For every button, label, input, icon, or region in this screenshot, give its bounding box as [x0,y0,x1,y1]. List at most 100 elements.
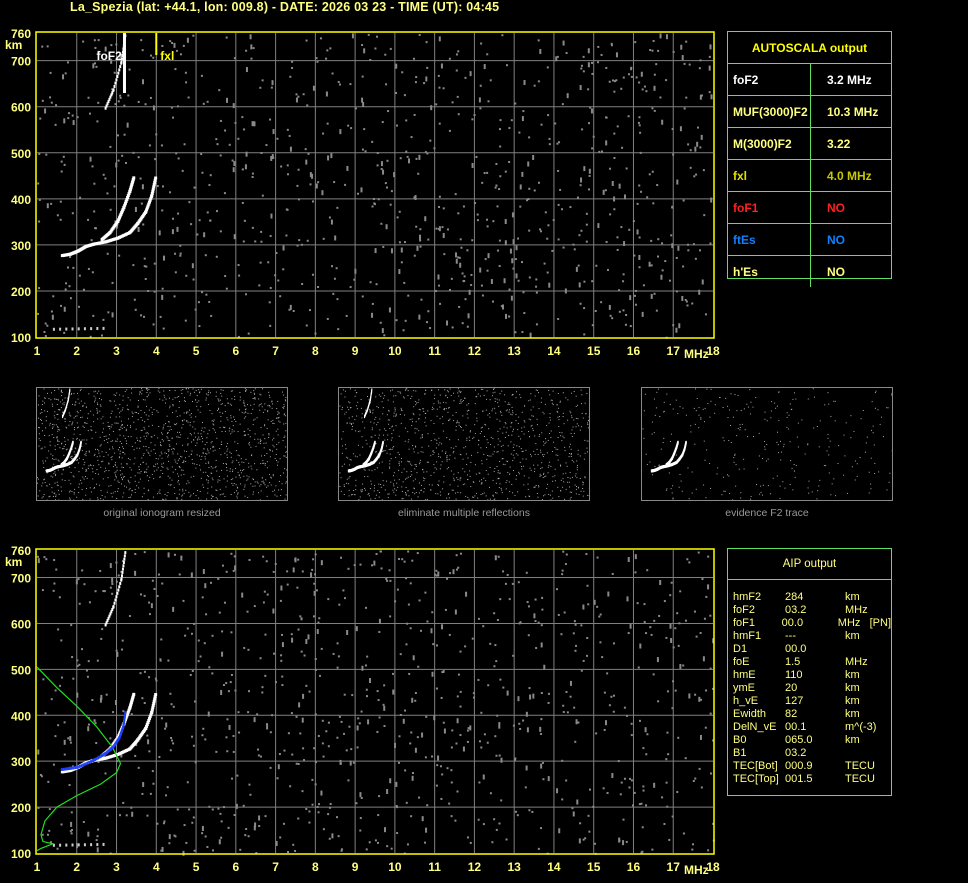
noise-dot [275,485,277,487]
noise-dot [197,489,199,491]
noise-dot [243,434,245,436]
noise-dot [582,55,585,58]
noise-dot [136,485,138,487]
noise-dot [100,637,103,640]
noise-dot [514,495,516,497]
noise-dot [349,407,351,409]
noise-dot [200,458,202,460]
y-tick-label: 600 [11,101,31,115]
noise-dot [63,469,65,471]
noise-dot [161,44,164,47]
noise-dot [458,390,460,392]
param-unit: km [845,669,860,681]
noise-dot [356,746,359,749]
noise-dot [317,181,320,184]
noise-dot [254,240,257,243]
noise-dot [498,188,501,191]
noise-dot [171,739,174,742]
noise-dot [260,230,263,233]
noise-dot [85,455,87,457]
noise-dot [286,208,289,211]
noise-dot [395,456,397,458]
noise-dot [215,459,217,461]
noise-dot [91,165,94,168]
noise-dot [114,700,117,706]
noise-dot [152,105,155,111]
noise-dot [148,676,151,679]
noise-dot [127,408,129,410]
noise-dot [488,428,490,430]
noise-dot [147,466,149,468]
noise-dot [671,128,674,131]
noise-dot [378,795,381,798]
noise-dot [199,491,201,493]
noise-dot [502,450,504,452]
noise-dot [557,613,560,616]
noise-dot [138,466,140,468]
noise-dot [268,434,270,436]
noise-dot [242,402,244,404]
noise-dot [514,758,517,761]
noise-dot [653,292,656,295]
noise-dot [93,421,95,423]
noise-dot [362,421,364,423]
noise-dot [75,448,77,450]
noise-dot [698,767,701,770]
noise-dot [252,47,255,50]
noise-dot [701,578,704,581]
noise-dot [340,849,343,852]
noise-dot [146,449,148,451]
noise-dot [526,199,529,202]
noise-dot [437,274,440,280]
noise-dot [85,468,87,470]
noise-dot [42,400,44,402]
second-hop-point [123,557,126,561]
noise-dot [566,711,569,714]
noise-dot [355,626,358,632]
noise-dot [636,202,639,205]
noise-dot [521,431,523,433]
noise-dot [116,497,118,499]
noise-dot [57,459,59,461]
noise-dot [452,392,454,394]
noise-dot [222,684,225,687]
noise-dot [682,199,685,202]
noise-dot [134,492,136,494]
noise-dot [689,166,692,169]
noise-dot [562,40,565,46]
noise-dot [172,412,174,414]
noise-dot [230,415,232,417]
noise-dot [494,186,497,189]
noise-dot [224,426,226,428]
noise-dot [179,489,181,491]
noise-dot [57,724,60,727]
noise-dot [371,436,373,438]
noise-dot [384,182,387,185]
noise-dot [144,278,147,281]
noise-dot [559,188,562,191]
noise-dot [448,497,450,499]
noise-dot [272,450,274,452]
noise-dot [415,421,417,423]
noise-dot [521,331,524,334]
noise-dot [691,848,694,851]
noise-dot [656,657,659,663]
noise-dot [547,701,550,704]
noise-dot [380,484,382,486]
noise-dot [671,206,674,209]
noise-dot [64,440,66,442]
noise-dot [72,421,74,423]
noise-dot [349,760,352,766]
noise-dot [514,331,517,334]
noise-dot [581,412,583,414]
noise-dot [230,456,232,458]
noise-dot [116,651,119,657]
noise-dot [137,156,140,159]
noise-dot [473,114,476,117]
noise-dot [439,406,441,408]
noise-dot [171,437,173,439]
noise-dot [562,486,564,488]
noise-dot [65,449,67,451]
noise-dot [426,66,429,69]
noise-dot [94,401,96,403]
